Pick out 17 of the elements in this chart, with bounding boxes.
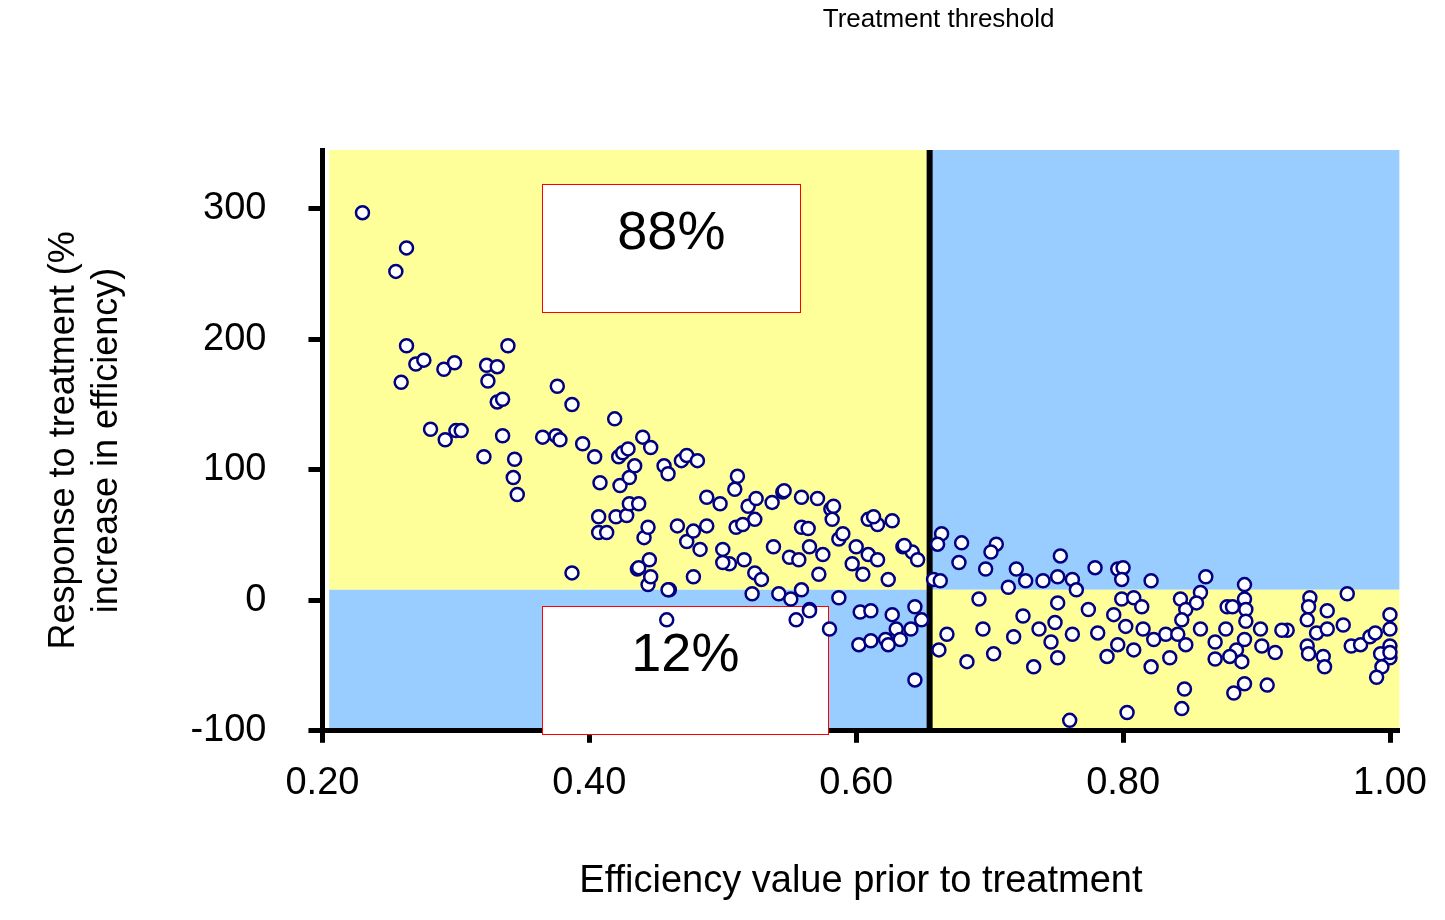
x-axis-title: Efficiency value prior to treatment (579, 857, 1143, 900)
y-axis-title: Response to treatment (% increase in efficiency) (40, 231, 125, 650)
x-tick-label: 0.20 (285, 760, 360, 803)
x-tick-label: 0.40 (552, 760, 627, 803)
x-tick-label: 0.80 (1086, 760, 1161, 803)
y-tick-label: 200 (203, 315, 267, 358)
x-tick-label: 1.00 (1353, 760, 1427, 803)
y-tick-label: 100 (203, 446, 267, 489)
y-tick-label: -100 (190, 707, 267, 750)
annotation: 88% (617, 199, 726, 262)
y-tick-label: 300 (203, 185, 267, 228)
ref-line-label: Treatment threshold (822, 3, 1055, 34)
y-tick-label: 0 (245, 576, 267, 619)
text-box: 88% (542, 183, 801, 313)
annotation: 12% (631, 621, 740, 684)
text-box: 12% (542, 605, 829, 735)
x-tick-label: 0.60 (819, 760, 894, 803)
